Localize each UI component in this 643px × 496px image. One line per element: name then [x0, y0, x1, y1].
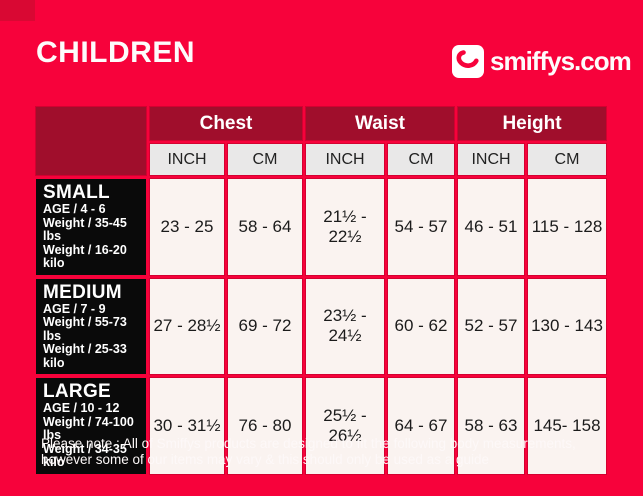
group-header-row: Chest Waist Height — [36, 107, 606, 175]
value-cell: 60 - 62 — [388, 278, 454, 374]
size-label-large: LARGE AGE / 10 - 12 Weight / 74-100 lbs … — [36, 378, 146, 474]
value-cell: 27 - 28½ — [150, 278, 224, 374]
size-chart-table: Chest Waist Height INCH CM INCH CM INCH … — [32, 103, 610, 478]
value-cell: 46 - 51 — [458, 179, 524, 275]
smiley-bag-icon — [452, 45, 484, 78]
value-cell: 145- 158 — [528, 378, 606, 474]
unit-header: CM — [528, 144, 606, 175]
value-cell: 76 - 80 — [228, 378, 302, 474]
group-header-height: Height — [458, 107, 606, 140]
unit-header: CM — [228, 144, 302, 175]
size-name: SMALL — [43, 182, 110, 203]
unit-header: CM — [388, 144, 454, 175]
size-age: AGE / 7 - 9 — [43, 301, 106, 316]
value-cell: 21½ - 22½ — [306, 179, 384, 275]
corner-cell — [36, 107, 146, 175]
group-header-waist: Waist — [306, 107, 454, 140]
value-cell: 58 - 63 — [458, 378, 524, 474]
size-name: MEDIUM — [43, 281, 122, 303]
value-cell: 30 - 31½ — [150, 378, 224, 474]
logo-text: smiffys.com — [490, 46, 632, 76]
size-age: AGE / 4 - 6 — [43, 202, 106, 216]
footer-note: Please note : All of Smiffys products ar… — [41, 436, 601, 467]
size-weight-kilo: Weight / 34-35 kilo — [43, 441, 127, 469]
value-cell: 130 - 143 — [528, 278, 606, 374]
size-weight-lbs: Weight / 35-45 lbs — [43, 215, 127, 243]
unit-header: INCH — [150, 144, 224, 175]
corner-accent — [0, 0, 35, 21]
size-name: LARGE — [43, 381, 111, 402]
smiffys-logo: smiffys.com — [452, 45, 632, 78]
table-row-large: LARGE AGE / 10 - 12 Weight / 74-100 lbs … — [36, 378, 606, 474]
unit-header: INCH — [458, 144, 524, 175]
value-cell: 23½ - 24½ — [306, 278, 384, 374]
size-weight-lbs: Weight / 74-100 lbs — [43, 414, 134, 442]
page-title: CHILDREN — [36, 36, 195, 69]
footer-note-line1: Please note : All of Smiffys products ar… — [41, 436, 576, 451]
value-cell: 52 - 57 — [458, 278, 524, 374]
size-weight-kilo: Weight / 25-33 kilo — [43, 342, 127, 370]
unit-header-row: INCH CM INCH CM INCH CM — [36, 144, 606, 175]
size-label-medium: MEDIUM AGE / 7 - 9 Weight / 55-73 lbs We… — [36, 278, 146, 374]
unit-header: INCH — [306, 144, 384, 175]
table-row-medium: MEDIUM AGE / 7 - 9 Weight / 55-73 lbs We… — [36, 278, 606, 374]
size-label-small: SMALL AGE / 4 - 6 Weight / 35-45 lbs Wei… — [36, 179, 146, 275]
table-row-small: SMALL AGE / 4 - 6 Weight / 35-45 lbs Wei… — [36, 179, 606, 275]
size-weight-kilo: Weight / 16-20 kilo — [43, 242, 127, 270]
value-cell: 64 - 67 — [388, 378, 454, 474]
value-cell: 69 - 72 — [228, 278, 302, 374]
size-age: AGE / 10 - 12 — [43, 401, 120, 415]
value-cell: 115 - 128 — [528, 179, 606, 275]
group-header-chest: Chest — [150, 107, 302, 140]
footer-note-line2: however some of our items may vary & thi… — [41, 451, 489, 467]
value-cell: 58 - 64 — [228, 179, 302, 275]
value-cell: 23 - 25 — [150, 179, 224, 275]
value-cell: 54 - 57 — [388, 179, 454, 275]
size-weight-lbs: Weight / 55-73 lbs — [43, 315, 127, 343]
value-cell: 25½ - 26½ — [306, 378, 384, 474]
